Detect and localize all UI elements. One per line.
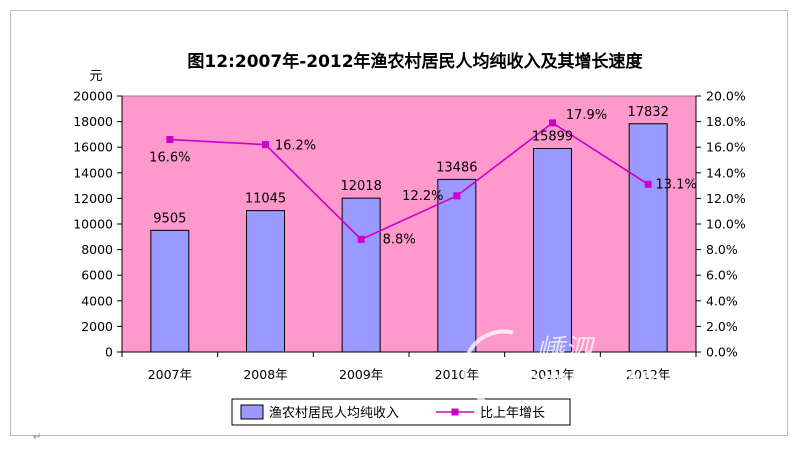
y-right-tick-label: 0.0% xyxy=(706,345,738,360)
y-left-tick-label: 6000 xyxy=(81,268,113,283)
y-left-tick-label: 20000 xyxy=(73,89,113,104)
y-right-tick-label: 10.0% xyxy=(706,217,746,232)
growth-value-label: 12.2% xyxy=(402,189,443,204)
y-left-tick-label: 18000 xyxy=(73,114,113,129)
growth-value-label: 16.6% xyxy=(149,151,190,166)
bar-value-label: 15899 xyxy=(532,129,573,144)
y-right-tick-label: 4.0% xyxy=(706,293,738,308)
x-tick-label: 2008年 xyxy=(243,367,287,382)
bar-value-label: 17832 xyxy=(627,105,668,120)
growth-value-label: 13.1% xyxy=(656,177,697,192)
y-right-tick-label: 6.0% xyxy=(706,268,738,283)
bar xyxy=(437,178,477,353)
y-left-unit: 元 xyxy=(89,69,102,84)
bar xyxy=(246,210,285,353)
x-tick-label: 2012年 xyxy=(626,367,670,382)
watermark-logo-cn: 嵊泗 xyxy=(536,333,593,366)
y-left-tick-label: 10000 xyxy=(73,217,113,232)
growth-point xyxy=(453,192,461,200)
y-right-tick-label: 20.0% xyxy=(706,89,746,104)
legend-bar-label: 渔农村居民人均纯收入 xyxy=(269,406,399,421)
legend-bar-swatch xyxy=(240,404,264,420)
bar-value-label: 11045 xyxy=(245,192,286,207)
watermark-logo-en: Shengsi China xyxy=(512,368,677,390)
legend: 渔农村居民人均纯收入 比上年增长 xyxy=(231,398,571,426)
x-tick-label: 2011年 xyxy=(530,367,574,382)
bar-value-label: 12018 xyxy=(340,179,381,194)
y-right-tick-label: 2.0% xyxy=(706,319,738,334)
bar xyxy=(150,229,190,353)
y-right-tick-label: 12.0% xyxy=(706,191,746,206)
growth-point xyxy=(166,136,174,144)
y-right-tick-label: 14.0% xyxy=(706,165,746,180)
y-left-tick-label: 2000 xyxy=(81,319,113,334)
legend-line-marker xyxy=(451,408,459,416)
y-right-tick-label: 16.0% xyxy=(706,140,746,155)
y-left-tick-label: 16000 xyxy=(73,140,113,155)
bar-value-label: 13486 xyxy=(436,160,477,175)
growth-value-label: 17.9% xyxy=(566,108,607,123)
plot-area xyxy=(121,95,697,353)
growth-line xyxy=(169,121,649,241)
x-tick-label: 2010年 xyxy=(435,367,479,382)
legend-box xyxy=(231,398,571,426)
y-right-tick-label: 8.0% xyxy=(706,242,738,257)
paragraph-mark: ↵ xyxy=(33,432,42,443)
y-left-tick-label: 0 xyxy=(105,345,113,360)
growth-point xyxy=(644,180,652,188)
chart-title: 图12:2007年-2012年渔农村居民人均纯收入及其增长速度 xyxy=(187,51,643,72)
legend-line-label: 比上年增长 xyxy=(480,406,545,421)
y-right-tick-label: 18.0% xyxy=(706,114,746,129)
bar-value-label: 9505 xyxy=(153,211,186,226)
bar xyxy=(533,147,572,353)
growth-value-label: 16.2% xyxy=(275,139,316,154)
bar xyxy=(341,197,381,353)
y-left-tick-label: 8000 xyxy=(81,242,113,257)
y-left-tick-label: 14000 xyxy=(73,165,113,180)
bar xyxy=(628,123,668,353)
growth-point xyxy=(262,141,269,149)
growth-point xyxy=(549,119,556,127)
growth-point xyxy=(357,235,365,243)
y-left-tick-label: 4000 xyxy=(81,293,113,308)
x-tick-label: 2007年 xyxy=(148,367,192,382)
y-left-tick-label: 12000 xyxy=(73,191,113,206)
growth-value-label: 8.8% xyxy=(383,232,416,247)
x-tick-label: 2009年 xyxy=(339,367,383,382)
